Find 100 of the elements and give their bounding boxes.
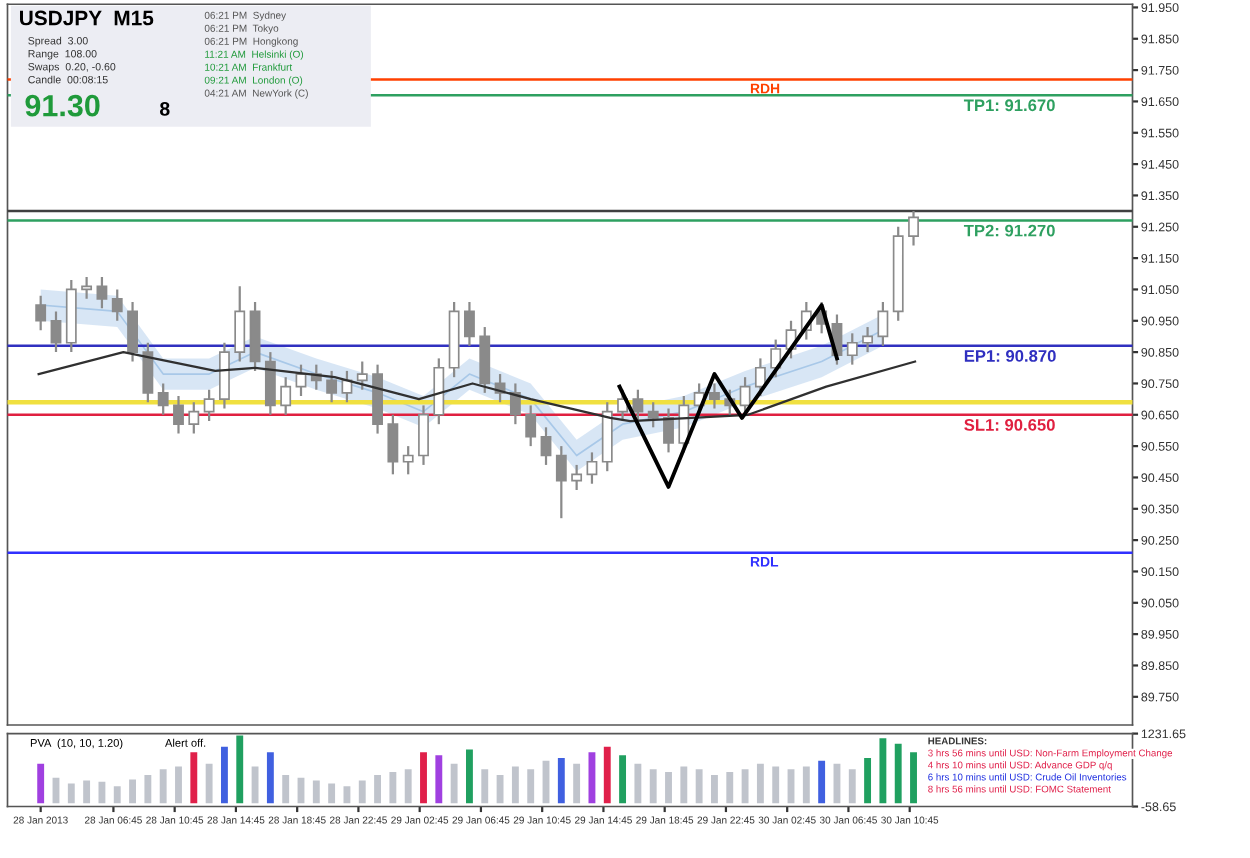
bar xyxy=(175,766,182,804)
candlestick xyxy=(173,394,184,435)
annotation: 91.30 xyxy=(25,94,100,117)
ref-line-label: SL1: 90.650 xyxy=(964,418,1055,431)
bar xyxy=(573,763,581,804)
bar xyxy=(496,774,504,804)
candlestick xyxy=(663,407,674,454)
bar xyxy=(144,774,152,804)
bar xyxy=(619,755,627,804)
bar xyxy=(711,774,718,804)
chart-title: USDJPY M15 xyxy=(20,10,154,26)
bar xyxy=(910,752,917,804)
bar xyxy=(649,769,657,804)
bar xyxy=(343,786,351,804)
bar xyxy=(266,752,274,804)
candlestick xyxy=(571,463,583,492)
candlestick xyxy=(111,288,123,322)
candlestick xyxy=(739,376,751,416)
bar xyxy=(435,755,443,804)
bar xyxy=(205,763,213,804)
candlestick xyxy=(96,275,108,310)
bar xyxy=(404,769,412,804)
candlestick xyxy=(877,300,889,347)
candlestick xyxy=(280,376,292,416)
candlestick xyxy=(234,285,246,363)
bar xyxy=(37,763,45,804)
candlestick xyxy=(188,401,200,435)
bar xyxy=(848,769,856,804)
bar xyxy=(894,743,902,804)
candlestick xyxy=(555,445,567,520)
line-series xyxy=(617,303,839,489)
bar xyxy=(818,760,826,804)
bar xyxy=(864,757,872,804)
candlestick xyxy=(157,382,169,416)
candlestick xyxy=(50,310,62,354)
candlestick xyxy=(402,445,414,476)
bar xyxy=(98,781,106,804)
candlestick xyxy=(219,341,230,410)
candlestick xyxy=(203,388,215,423)
candlestick xyxy=(387,413,399,476)
bar xyxy=(190,752,198,804)
candlestick xyxy=(754,357,766,398)
candlestick xyxy=(908,210,919,247)
bar xyxy=(802,766,810,804)
candlestick xyxy=(586,451,598,485)
candlestick xyxy=(326,369,338,404)
line-series xyxy=(37,351,917,423)
candlestick xyxy=(81,275,93,300)
candlestick xyxy=(632,388,644,423)
candlestick xyxy=(35,294,47,332)
candlestick xyxy=(479,325,491,394)
bar xyxy=(603,746,611,804)
bar xyxy=(634,763,642,804)
candlestick xyxy=(862,325,874,354)
bar xyxy=(312,780,320,804)
candlestick xyxy=(433,357,445,426)
ref-line-label: EP1: 90.870 xyxy=(964,350,1056,362)
bar xyxy=(879,738,887,804)
bar xyxy=(450,763,458,804)
bar xyxy=(67,783,75,804)
bar xyxy=(236,735,244,804)
candlestick xyxy=(464,300,475,347)
candlestick xyxy=(709,382,720,410)
candlestick xyxy=(647,401,659,429)
bar xyxy=(129,779,136,804)
bar xyxy=(374,774,382,804)
candlestick xyxy=(142,341,154,404)
bar xyxy=(726,772,734,804)
bar xyxy=(756,763,764,804)
bar xyxy=(389,772,397,804)
bar xyxy=(358,780,366,804)
bar xyxy=(557,757,565,804)
bar xyxy=(251,766,259,804)
annotation: 8 xyxy=(159,101,170,116)
bar xyxy=(282,774,290,804)
candlestick xyxy=(509,382,521,426)
bar xyxy=(466,749,473,804)
bar xyxy=(680,766,688,804)
bar xyxy=(695,769,703,804)
bar xyxy=(220,746,228,804)
bar xyxy=(741,769,749,804)
candlestick xyxy=(127,300,138,363)
bar xyxy=(328,783,336,804)
candlestick xyxy=(540,426,552,467)
ref-line-label: TP1: 91.670 xyxy=(963,99,1055,112)
bar xyxy=(113,786,121,804)
bar xyxy=(665,772,672,804)
bar xyxy=(511,766,519,804)
bar xyxy=(527,769,535,804)
bar xyxy=(481,769,489,804)
candlestick xyxy=(418,404,429,467)
candlestick xyxy=(525,404,537,448)
candlestick xyxy=(356,360,368,391)
bar xyxy=(420,752,427,804)
bar xyxy=(83,780,91,804)
bar xyxy=(159,769,167,804)
ref-line-label: TP2: 91.270 xyxy=(963,224,1055,237)
candlestick xyxy=(770,338,782,379)
bar xyxy=(772,766,780,804)
candlestick xyxy=(846,332,858,366)
